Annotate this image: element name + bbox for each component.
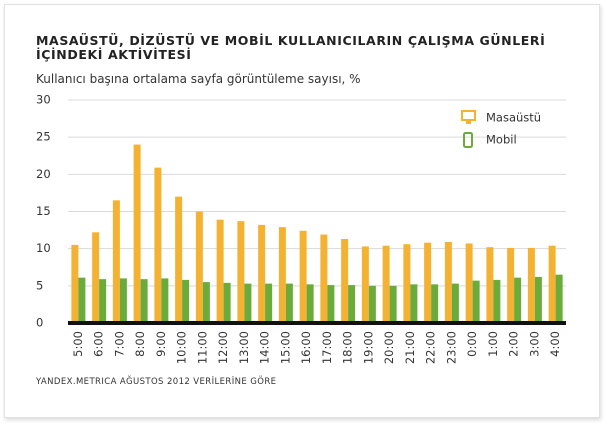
x-tick-label: 12:00: [216, 331, 230, 364]
bar: [237, 221, 245, 323]
bar: [507, 247, 515, 323]
bar: [285, 283, 293, 323]
legend-label: Mobil: [486, 133, 517, 147]
bar: [78, 277, 86, 323]
x-tick-label: 14:00: [258, 331, 272, 364]
bar: [410, 284, 418, 323]
bar: [99, 279, 107, 323]
bar: [361, 246, 369, 323]
x-tick-label: 2:00: [507, 331, 521, 357]
x-tick-label: 1:00: [486, 331, 500, 357]
x-tick-label: 6:00: [92, 331, 106, 357]
bar: [140, 279, 148, 323]
x-tick-label: 17:00: [320, 331, 334, 364]
bar: [299, 230, 307, 323]
x-tick-label: 3:00: [527, 331, 541, 357]
y-tick-label: 20: [36, 167, 51, 181]
legend-icon: [461, 110, 476, 121]
bar: [244, 283, 252, 323]
bar: [175, 196, 183, 323]
y-tick-label: 30: [36, 93, 51, 107]
frame: [4, 4, 600, 418]
bar: [133, 144, 141, 323]
x-tick-label: 0:00: [465, 331, 479, 357]
bar: [161, 278, 169, 323]
bar: [71, 244, 79, 323]
bar: [444, 241, 452, 323]
x-tick-label: 23:00: [444, 331, 458, 364]
bar: [202, 282, 210, 323]
x-tick-label: 4:00: [548, 331, 562, 357]
x-tick-label: 16:00: [299, 331, 313, 364]
bar: [92, 232, 100, 323]
bar: [555, 274, 563, 323]
x-tick-label: 9:00: [154, 331, 168, 357]
bar: [278, 227, 286, 323]
bar: [472, 280, 480, 323]
x-tick-label: 7:00: [112, 331, 126, 357]
y-tick-label: 5: [36, 278, 43, 292]
bar: [493, 279, 501, 323]
bar: [265, 283, 273, 323]
bar: [527, 247, 535, 323]
legend-label: Masaüstü: [486, 111, 541, 125]
x-tick-label: 21:00: [403, 331, 417, 364]
x-tick-label: 18:00: [341, 331, 355, 364]
chart-subtitle: Kullanıcı başına ortalama sayfa görüntül…: [36, 72, 361, 86]
bar: [514, 277, 522, 323]
bar: [424, 242, 432, 323]
x-tick-label: 11:00: [195, 331, 209, 364]
bar: [465, 243, 473, 323]
bar: [341, 239, 349, 323]
bar: [548, 245, 556, 323]
bar: [327, 285, 335, 323]
x-tick-label: 19:00: [361, 331, 375, 364]
bar: [451, 283, 459, 323]
x-tick-label: 8:00: [133, 331, 147, 357]
y-tick-label: 15: [36, 204, 51, 218]
bar: [382, 245, 390, 323]
x-tick-label: 20:00: [382, 331, 396, 364]
x-tick-label: 5:00: [71, 331, 85, 357]
bar: [534, 276, 542, 323]
y-tick-label: 10: [36, 241, 51, 255]
bar: [306, 284, 314, 323]
x-tick-label: 22:00: [424, 331, 438, 364]
source-note: YANDEX.METRICA AĞUSTOS 2012 VERİLERİNE G…: [36, 377, 277, 387]
bar: [258, 224, 266, 323]
bar: [216, 219, 224, 323]
legend-icon: [463, 132, 473, 148]
x-tick-label: 13:00: [237, 331, 251, 364]
bar: [431, 284, 439, 323]
x-tick-label: 15:00: [278, 331, 292, 364]
bar: [403, 244, 411, 323]
bar: [320, 234, 328, 323]
y-tick-label: 0: [36, 316, 43, 330]
bar: [112, 200, 120, 323]
y-tick-label: 25: [36, 130, 51, 144]
bar: [195, 211, 203, 323]
bar: [182, 279, 190, 323]
bar: [389, 285, 397, 323]
bar: [119, 278, 127, 323]
legend-icon: [466, 121, 471, 124]
bar: [348, 285, 356, 323]
bar: [223, 282, 231, 323]
bar: [368, 285, 376, 323]
bar: [154, 167, 162, 323]
x-tick-label: 10:00: [175, 331, 189, 364]
bar: [486, 247, 494, 323]
chart-title: MASAÜSTÜ, DİZÜSTÜ VE MOBİL KULLANICILARI…: [36, 33, 546, 62]
